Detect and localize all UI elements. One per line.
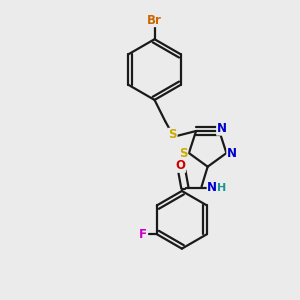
Text: N: N: [217, 122, 227, 135]
Text: O: O: [176, 159, 185, 172]
Text: N: N: [227, 147, 237, 160]
Text: H: H: [217, 183, 226, 193]
Text: F: F: [139, 228, 147, 241]
Text: Br: Br: [147, 14, 162, 27]
Text: S: S: [179, 147, 188, 160]
Text: N: N: [207, 182, 217, 194]
Text: S: S: [169, 128, 177, 141]
